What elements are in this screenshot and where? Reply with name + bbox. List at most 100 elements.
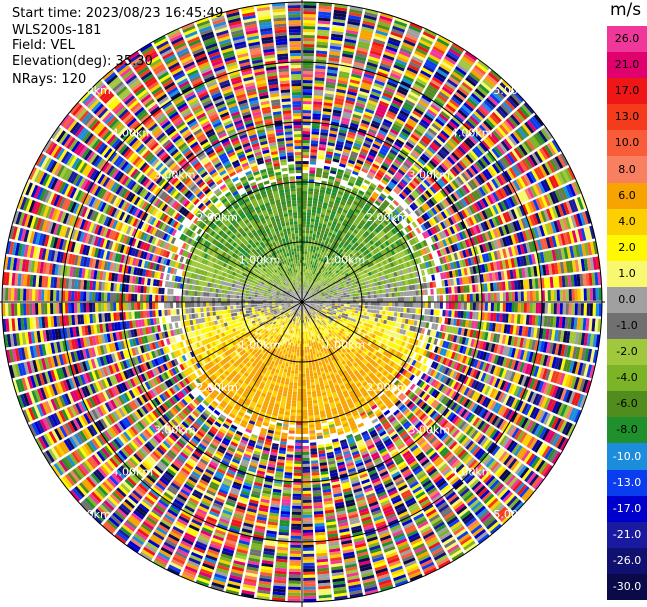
ray-gate xyxy=(445,103,456,113)
ray-gate xyxy=(341,211,347,217)
ray-gate xyxy=(310,280,313,284)
ray-gate xyxy=(321,261,325,266)
ray-gate xyxy=(350,76,361,82)
ray-gate xyxy=(303,14,316,18)
ray-gate xyxy=(348,312,352,315)
ray-gate xyxy=(316,244,321,248)
ray-gate xyxy=(364,230,370,236)
ray-gate xyxy=(352,299,356,302)
ray-gate xyxy=(315,249,319,254)
ray-gate xyxy=(356,178,363,185)
ray-gate xyxy=(319,260,323,265)
ray-gate xyxy=(468,72,481,83)
ray-gate xyxy=(328,303,332,306)
ray-gate xyxy=(444,125,454,135)
ray-gate xyxy=(308,188,314,192)
ray-gate xyxy=(361,240,367,246)
ray-gate xyxy=(324,230,329,235)
ray-gate xyxy=(354,58,366,65)
ray-gate xyxy=(314,286,317,290)
ray-gate xyxy=(302,224,306,228)
ray-gate xyxy=(420,118,430,127)
ray-gate xyxy=(341,250,346,255)
ray-gate xyxy=(352,296,356,300)
ray-gate xyxy=(349,234,355,239)
ray-gate xyxy=(305,266,308,270)
ray-gate xyxy=(396,55,409,64)
ray-gate xyxy=(422,116,432,125)
ray-gate xyxy=(394,94,405,102)
ray-gate xyxy=(402,41,415,50)
ray-gate xyxy=(318,282,322,285)
ray-gate xyxy=(379,126,389,134)
ray-gate xyxy=(355,296,359,299)
ray-gate xyxy=(445,287,449,294)
ray-gate xyxy=(359,151,368,157)
ray-gate xyxy=(370,232,376,238)
ray-gate xyxy=(458,61,471,71)
ray-gate xyxy=(366,102,377,109)
ray-gate xyxy=(343,206,350,211)
ray-gate xyxy=(400,148,409,156)
ray-gate xyxy=(326,265,331,270)
ray-gate xyxy=(331,305,335,308)
ray-gate xyxy=(304,290,307,294)
ray-gate xyxy=(310,224,314,228)
ray-gate xyxy=(397,168,406,176)
ray-gate xyxy=(302,185,308,189)
ray-gate xyxy=(402,104,413,112)
ray-gate xyxy=(405,69,417,77)
ray-gate xyxy=(425,177,434,186)
ray-gate xyxy=(378,223,385,230)
ray-gate xyxy=(340,304,344,307)
ray-gate xyxy=(339,310,344,313)
ray-gate xyxy=(317,260,321,264)
ray-gate xyxy=(322,252,327,257)
ray-gate xyxy=(444,55,457,65)
ray-gate xyxy=(336,266,340,270)
ray-gate xyxy=(312,289,316,292)
ray-gate xyxy=(304,275,307,279)
ray-gate xyxy=(373,38,386,45)
ray-gate xyxy=(397,292,401,297)
ray-gate xyxy=(335,225,340,230)
ray-gate xyxy=(322,108,332,113)
ray-gate xyxy=(313,101,323,105)
ray-gate xyxy=(376,310,380,314)
ray-gate xyxy=(323,256,328,261)
ray-gate xyxy=(394,141,403,149)
ray-gate xyxy=(303,29,316,33)
ray-gate xyxy=(303,32,315,36)
ray-gate xyxy=(399,109,410,118)
ray-gate xyxy=(380,12,394,20)
ray-gate xyxy=(517,291,521,302)
ray-gate xyxy=(406,66,419,75)
ray-gate xyxy=(372,41,385,48)
ray-gate xyxy=(404,72,416,80)
ray-gate xyxy=(396,171,404,178)
ray-gate xyxy=(334,264,338,268)
ray-gate xyxy=(488,72,500,83)
ray-gate xyxy=(348,14,362,21)
ray-gate xyxy=(388,151,397,159)
ray-gate xyxy=(421,153,430,161)
ray-gate xyxy=(408,182,417,190)
ray-gate xyxy=(341,239,346,244)
ray-gate xyxy=(337,168,345,174)
ray-gate xyxy=(388,297,392,302)
ray-gate xyxy=(514,291,518,302)
ray-gate xyxy=(434,168,442,177)
ray-gate xyxy=(351,310,356,313)
ray-gate xyxy=(435,96,446,105)
ray-gate xyxy=(532,290,536,301)
ray-gate xyxy=(451,286,455,294)
ray-gate xyxy=(403,161,411,169)
ray-gate xyxy=(309,266,312,271)
ray-gate xyxy=(344,313,349,317)
ray-gate xyxy=(343,44,356,50)
ray-gate xyxy=(321,211,326,215)
ray-gate xyxy=(404,198,411,206)
ray-gate xyxy=(403,39,416,47)
ray-gate xyxy=(388,37,401,44)
ray-gate xyxy=(404,36,417,44)
